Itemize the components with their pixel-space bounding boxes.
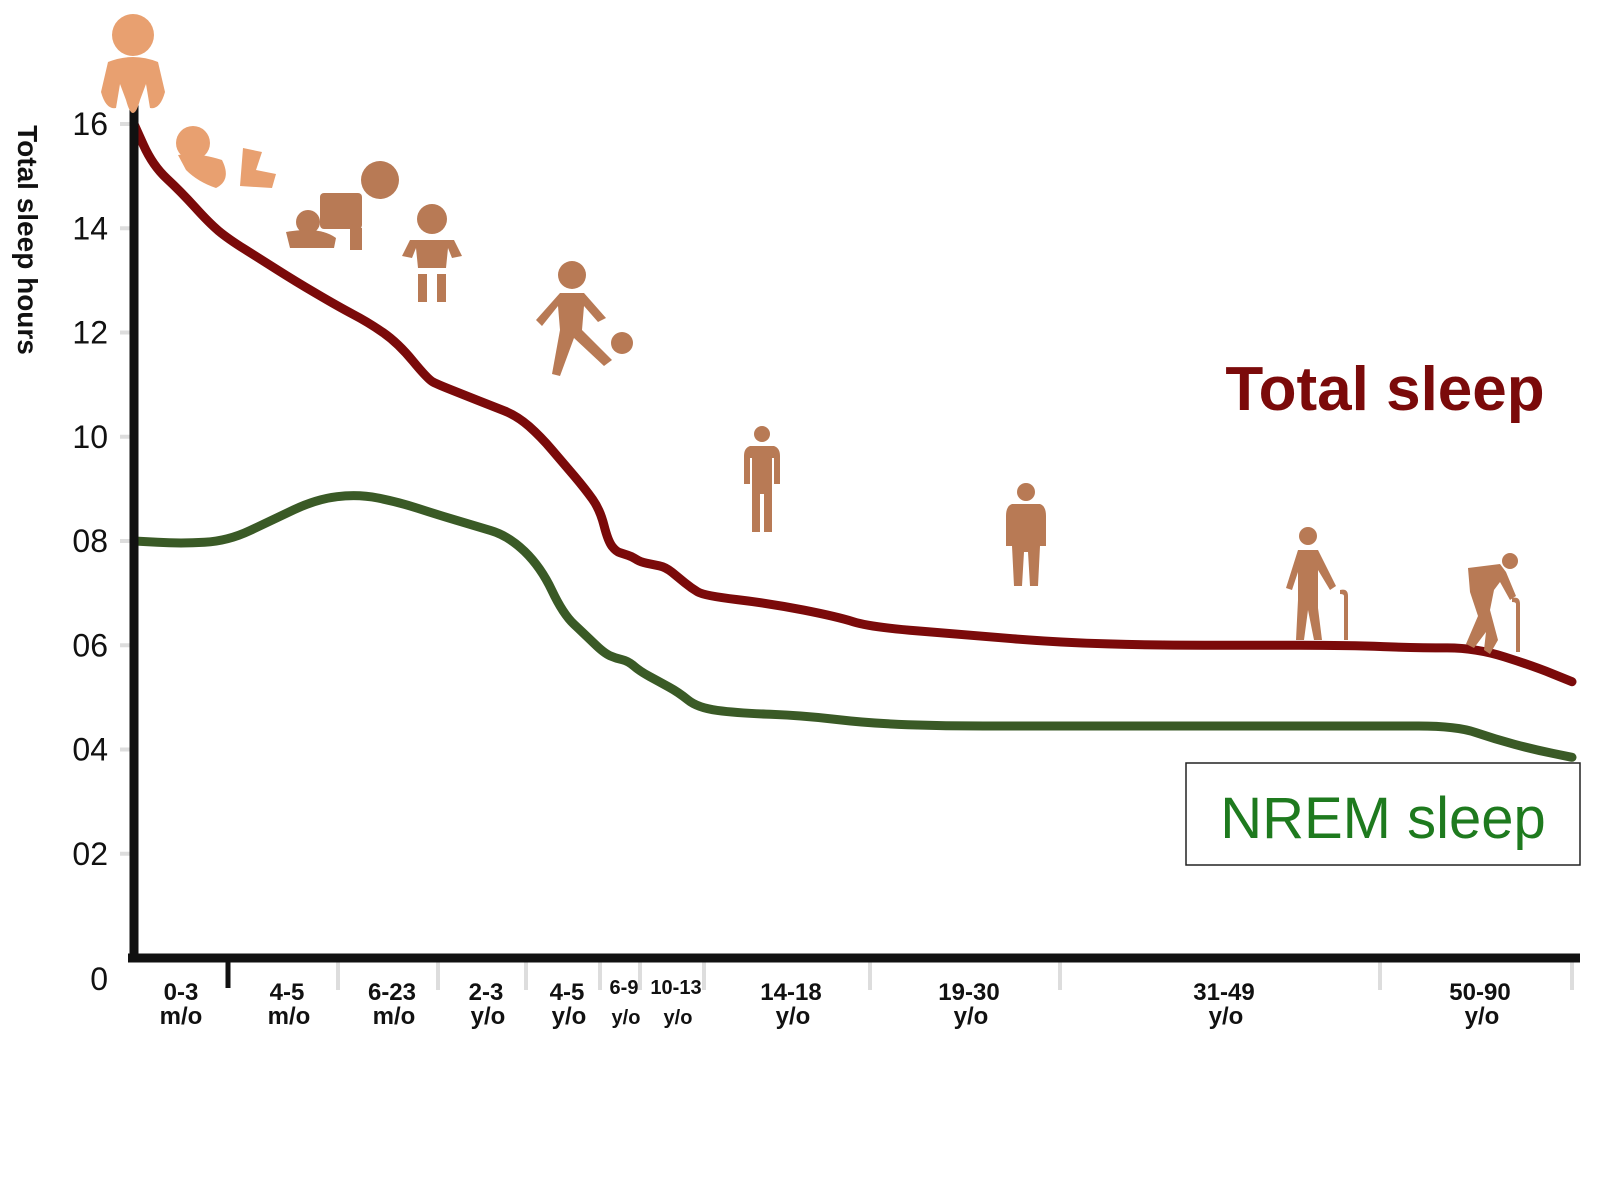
x-tick-label: 6-23	[368, 979, 416, 1006]
teen-icon	[744, 426, 780, 532]
y-tick-label: 02	[72, 836, 108, 872]
x-tick-labels: 0-3m/o4-5m/o6-23m/o2-3y/o4-5y/o6-9y/o10-…	[160, 962, 1574, 1030]
elderly-with-cane-icon	[1466, 553, 1520, 654]
newborn-icon	[101, 14, 165, 113]
x-tick-label: 0-3	[164, 979, 199, 1006]
crawling-baby-icon	[286, 161, 399, 250]
x-tick-sublabel: y/o	[1465, 1003, 1500, 1030]
x-tick-sublabel: y/o	[1209, 1003, 1244, 1030]
x-tick-sublabel: y/o	[552, 1003, 587, 1030]
x-tick-sublabel: y/o	[954, 1003, 989, 1030]
senior-with-cane-icon	[1286, 527, 1348, 640]
x-tick-label: 4-5	[270, 979, 305, 1006]
x-tick-label: 14-18	[760, 979, 821, 1006]
x-tick-sublabel: m/o	[160, 1003, 203, 1030]
total-sleep-line	[129, 119, 1577, 687]
x-tick-sublabel: y/o	[612, 1007, 641, 1029]
y-tick-label: 0	[90, 961, 108, 997]
x-tick-label: 19-30	[938, 979, 999, 1006]
x-tick-sublabel: y/o	[776, 1003, 811, 1030]
x-tick-label: 6-9	[610, 977, 639, 999]
y-tick-label: 04	[72, 732, 108, 768]
y-tick-label: 14	[72, 210, 108, 246]
y-ticks: 0 02 04 06 08 10 12 14 16	[72, 106, 134, 997]
child-kicking-ball-icon	[536, 261, 633, 376]
y-tick-label: 12	[72, 315, 108, 351]
fetal-infant-icon	[176, 126, 276, 188]
x-tick-label: 10-13	[650, 977, 701, 999]
adult-icon	[1006, 483, 1046, 586]
x-tick-label: 50-90	[1449, 979, 1510, 1006]
x-tick-sublabel: y/o	[471, 1003, 506, 1030]
x-tick-sublabel: m/o	[373, 1003, 416, 1030]
nrem-sleep-legend-box: NREM sleep	[1185, 762, 1581, 866]
x-tick-sublabel: y/o	[664, 1007, 693, 1029]
y-tick-label: 08	[72, 523, 108, 559]
nrem-sleep-label: NREM sleep	[1220, 786, 1546, 851]
nrem-sleep-line	[129, 491, 1577, 762]
x-tick-sublabel: m/o	[268, 1003, 311, 1030]
y-axis-title: Total sleep hours	[12, 125, 43, 355]
x-tick-label: 2-3	[469, 979, 504, 1006]
x-tick-label: 31-49	[1193, 979, 1254, 1006]
x-tick-label: 4-5	[550, 979, 585, 1006]
series-lines	[129, 119, 1577, 762]
y-tick-label: 16	[72, 106, 108, 142]
y-tick-label: 10	[72, 419, 108, 455]
total-sleep-label: Total sleep	[1225, 355, 1544, 424]
toddler-icon	[402, 204, 462, 302]
y-tick-label: 06	[72, 627, 108, 663]
